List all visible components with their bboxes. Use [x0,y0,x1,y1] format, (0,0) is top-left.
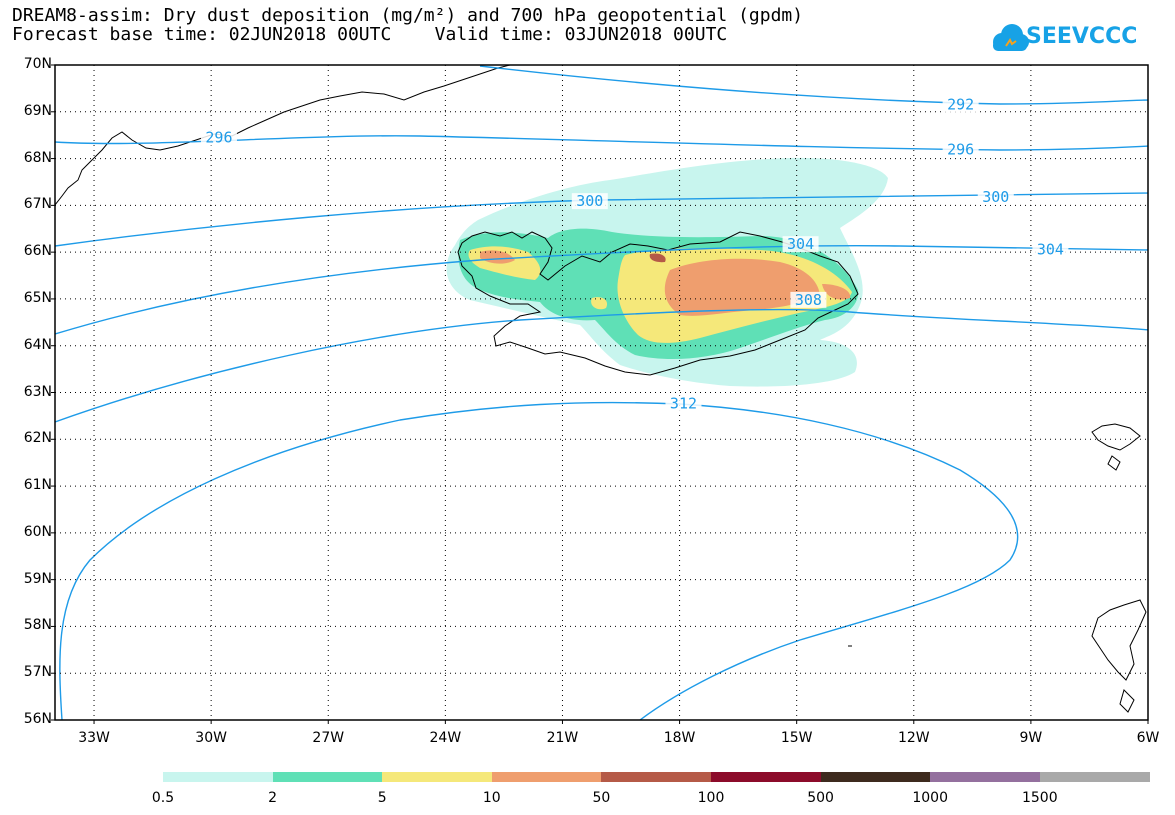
lat-label: 70N [23,56,52,72]
colorbar-label: 10 [482,790,501,806]
gridlines [55,65,1148,720]
lon-label: 21W [546,730,579,746]
contour-label-bg [200,129,237,146]
colorbar-label: 2 [268,790,278,806]
contour-292 [479,65,1148,105]
colorbar-swatch [820,772,931,782]
contour-label-bg [942,96,979,113]
contour-label: 292 [947,95,974,113]
lat-label: 61N [23,477,52,494]
axis-ticks [51,64,1149,724]
contour-label: 304 [787,235,814,253]
lat-label: 67N [23,196,52,213]
lon-label: 33W [78,730,110,746]
contour-label: 296 [947,141,974,159]
lat-label: 64N [23,336,52,353]
shetland-coast [1091,599,1147,713]
lat-label: 57N [23,664,52,681]
dust-level-10 [480,250,851,316]
greenland-coast [55,65,511,206]
colorbar-label: 1500 [1021,790,1058,806]
colorbar-swatch [382,772,493,782]
faroe-coast [1091,423,1141,471]
lon-label: 9W [1019,730,1043,746]
lat-label: 63N [23,383,52,400]
lon-label: 12W [897,730,930,746]
seevccc-logo [993,24,1029,51]
contour-label-bg [1032,241,1069,258]
contour-label: 304 [1037,240,1064,258]
map-subtitle: Forecast base time: 02JUN2018 00UTC Vali… [12,24,728,45]
contour-label-bg [782,236,819,253]
colorbar-label: 0.5 [151,790,175,806]
cloud-icon [993,24,1029,51]
colorbar-swatch [930,772,1041,782]
contour-label: 312 [670,395,697,413]
lon-label: 6W [1136,730,1160,746]
contour-label: 300 [982,188,1009,206]
coastlines [55,65,1147,713]
colorbar-swatch [491,772,602,782]
logo-text: SEEVCCC [1026,24,1138,49]
lon-label: 27W [312,730,345,746]
lon-label: 24W [429,730,462,746]
contour-312 [59,401,1019,720]
colorbar-swatch [601,772,712,782]
contour-label-bg [665,395,702,412]
dust-shading [446,157,888,387]
contour-label: 308 [795,291,822,309]
lon-label: 30W [195,730,227,746]
lon-label: 15W [780,730,813,746]
contour-label-bg [977,188,1014,205]
contour-labels: 292 296 296 300 300 304 304 308 312 [200,95,1069,413]
colorbar-label: 1000 [912,790,948,806]
colorbar-label: 100 [697,790,725,806]
lat-label: 60N [23,523,52,540]
map-frame [54,64,1149,721]
contour-304 [55,244,1148,335]
contour-label-bg [942,141,979,158]
lat-label: 58N [23,617,52,634]
lon-label: 18W [663,730,696,746]
colorbar-swatch [272,772,383,782]
lat-label: 69N [23,102,52,119]
colorbar-label: 500 [807,790,834,806]
lat-label: 68N [23,149,52,166]
colorbar-label: 50 [592,790,611,806]
map-plot-area [55,65,1148,720]
contour-label-bg [571,193,608,210]
lat-label: 62N [23,430,52,447]
contour-label: 300 [576,192,603,210]
lat-label: 56N [23,711,52,727]
colorbar-swatch [1039,772,1150,782]
lat-label: 59N [23,570,52,587]
dust-level-50 [649,253,666,263]
iceland-coast [457,231,859,376]
lat-label: 65N [23,289,52,306]
colorbar-swatch [163,772,274,782]
contour-label: 296 [205,129,232,147]
contour-308 [55,308,1148,423]
colorbar-swatch [711,772,822,782]
map-title: DREAM8-assim: Dry dust deposition (mg/m²… [12,5,804,26]
lat-label: 66N [23,243,52,260]
contour-label-bg [790,291,827,308]
colorbar-label: 5 [377,790,387,806]
